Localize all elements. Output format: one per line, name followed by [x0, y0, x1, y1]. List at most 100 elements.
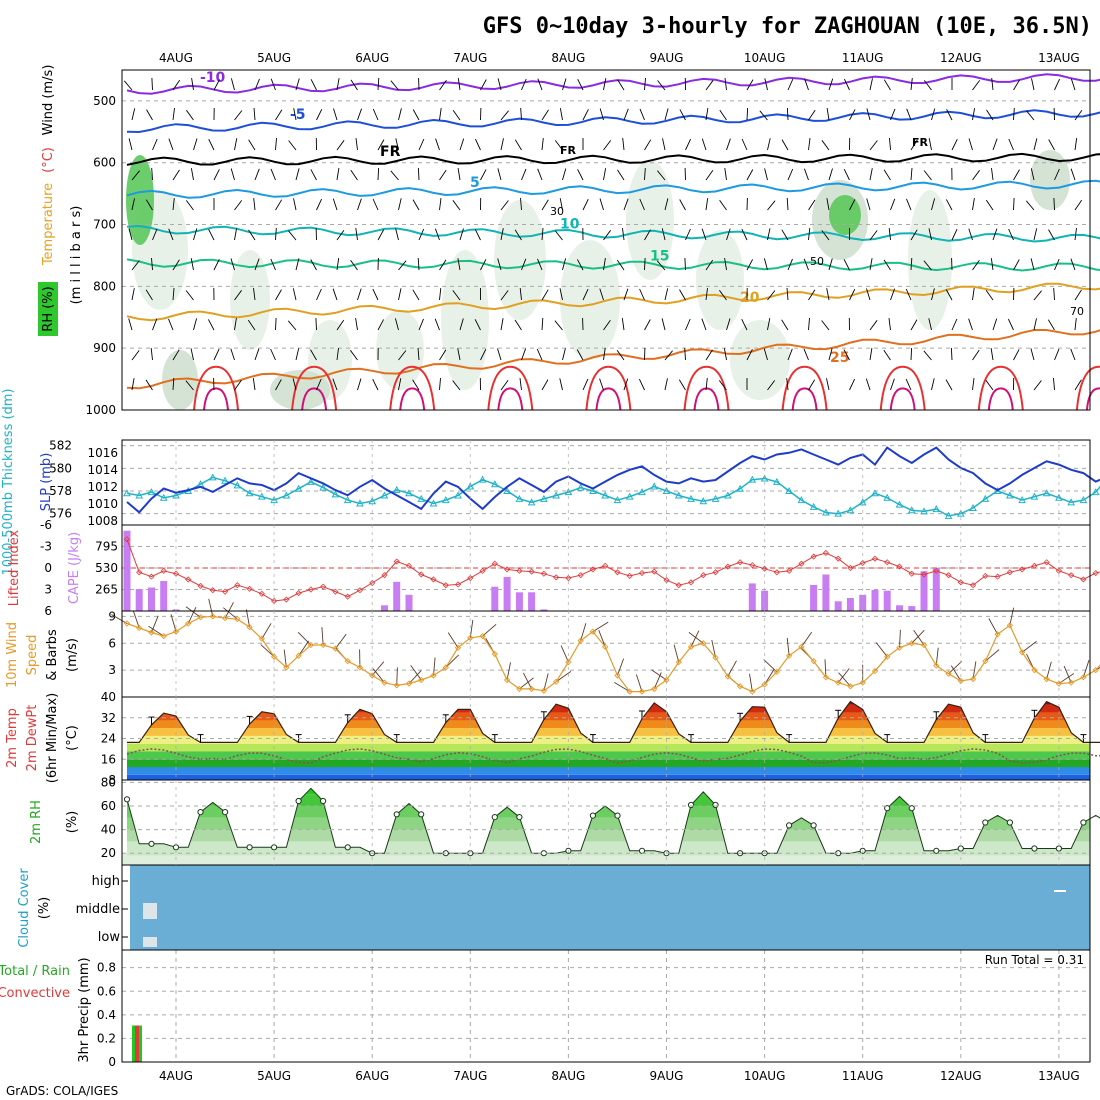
upper-wind-barb — [701, 228, 707, 241]
wind-speed-point — [994, 631, 1001, 638]
upper-wind-barb — [152, 228, 158, 241]
panel-frame — [121, 949, 1091, 1063]
thickness-point — [135, 491, 144, 499]
upper-wind-barb — [759, 110, 768, 121]
rh-point — [933, 847, 940, 854]
upper-wind-barb — [190, 168, 194, 181]
upper-wind-barb — [316, 378, 322, 391]
surface-wind-barb — [111, 614, 128, 624]
upper-wind-barb — [849, 109, 856, 121]
upper-wind-barb — [968, 228, 973, 241]
upper-wind-barb — [603, 230, 611, 241]
upper-wind-barb — [718, 380, 727, 391]
upper-wind-barb — [537, 258, 543, 271]
cape-tick: 530 — [95, 561, 118, 575]
lifted-index-point — [712, 569, 719, 576]
upper-wind-barb — [418, 138, 425, 151]
cape-bar — [491, 586, 499, 611]
lifted-index-point — [258, 590, 265, 597]
upper-wind-barb — [786, 107, 789, 121]
upper-wind-barb — [459, 228, 464, 241]
wind-speed-point — [516, 685, 523, 693]
rh-point — [614, 812, 621, 819]
wind-speed-point — [847, 683, 854, 690]
wind-speed-point — [969, 675, 977, 683]
upper-wind-barb — [726, 138, 731, 151]
rh-line — [126, 787, 1100, 854]
upper-wind-barb — [357, 198, 362, 211]
lifted-index-point — [491, 560, 498, 567]
wind-speed-point — [810, 658, 817, 665]
upper-wind-barb — [254, 258, 260, 271]
upper-wind-barb — [559, 198, 563, 211]
surface-wind-barb — [1021, 641, 1037, 653]
cape-bar — [148, 587, 155, 611]
cape-bar — [528, 592, 536, 611]
upper-wind-barb — [828, 348, 833, 361]
upper-wind-barb — [910, 319, 918, 331]
lifted-index-axis-label: Lifted Index — [7, 529, 22, 606]
wind-speed-point — [822, 674, 830, 681]
chart-title: GFS 0~10day 3-hourly for ZAGHOUAN (10E, … — [483, 14, 1092, 39]
upper-wind-barb — [826, 198, 830, 211]
temp-label-4: (°C) — [65, 725, 80, 751]
surface-wind-barb — [224, 602, 234, 619]
upper-wind-barb — [336, 229, 345, 241]
wind-speed-point — [1055, 680, 1063, 687]
wind-speed-point — [197, 614, 204, 621]
lifted-index-point — [381, 572, 388, 579]
upper-wind-barb — [190, 348, 194, 361]
date-label-top: 11AUG — [842, 51, 884, 65]
upper-wind-barb — [828, 168, 833, 181]
upper-wind-barb — [172, 259, 180, 271]
upper-wind-barb — [1013, 349, 1020, 361]
upper-wind-barb — [679, 199, 686, 211]
upper-wind-barb — [253, 107, 256, 121]
surface-wind-barb — [433, 657, 436, 676]
upper-wind-barb — [131, 170, 140, 181]
cape-bar — [871, 589, 879, 611]
pressure-tick: 600 — [93, 156, 116, 170]
wind-speed-point — [773, 668, 780, 676]
surface-wind-barb — [445, 654, 460, 668]
lifted-index-point — [320, 583, 327, 590]
upper-wind-barb — [172, 79, 181, 91]
slp-line — [126, 446, 1100, 514]
temp-label-2: 2m DewPt — [25, 705, 40, 772]
upper-wind-barb — [577, 169, 584, 181]
upper-wind-barb — [1025, 200, 1035, 211]
upper-wind-barb — [452, 200, 461, 211]
surface-wind-barb — [913, 630, 925, 646]
isotherm-label: 25 — [830, 350, 849, 366]
upper-wind-barb — [664, 288, 669, 301]
upper-wind-barb — [275, 289, 282, 301]
wind-label-4: (m/s) — [65, 638, 80, 672]
surface-wind-barb — [1082, 660, 1090, 678]
rh-point — [344, 844, 351, 851]
upper-wind-barb — [559, 378, 563, 391]
upper-wind-barb — [644, 167, 646, 181]
thickness-point — [257, 492, 266, 500]
wind-speed-point — [185, 620, 192, 627]
rh-point — [246, 844, 253, 851]
upper-wind-barb — [234, 138, 238, 151]
upper-wind-barb — [554, 140, 563, 151]
date-label-top: 12AUG — [940, 51, 982, 65]
rh-point — [491, 814, 498, 821]
upper-wind-barb — [230, 78, 235, 91]
wind-speed-point — [1043, 675, 1050, 683]
upper-wind-barb — [287, 320, 297, 331]
wind-axis-label: Wind (m/s) — [41, 65, 56, 136]
upper-wind-barb — [336, 258, 340, 271]
cloud-axis-label: Cloud Cover — [17, 868, 32, 948]
upper-wind-barb — [474, 319, 481, 331]
thickness-tick: 582 — [49, 439, 72, 453]
upper-wind-barb — [828, 78, 834, 91]
upper-wind-barb — [541, 138, 544, 151]
upper-wind-barb — [910, 167, 913, 181]
upper-wind-barb — [1054, 168, 1060, 181]
wind-speed-point — [307, 641, 315, 649]
rh-point — [687, 801, 695, 809]
upper-wind-barb — [1033, 318, 1037, 331]
upper-wind-barb — [1008, 228, 1014, 241]
